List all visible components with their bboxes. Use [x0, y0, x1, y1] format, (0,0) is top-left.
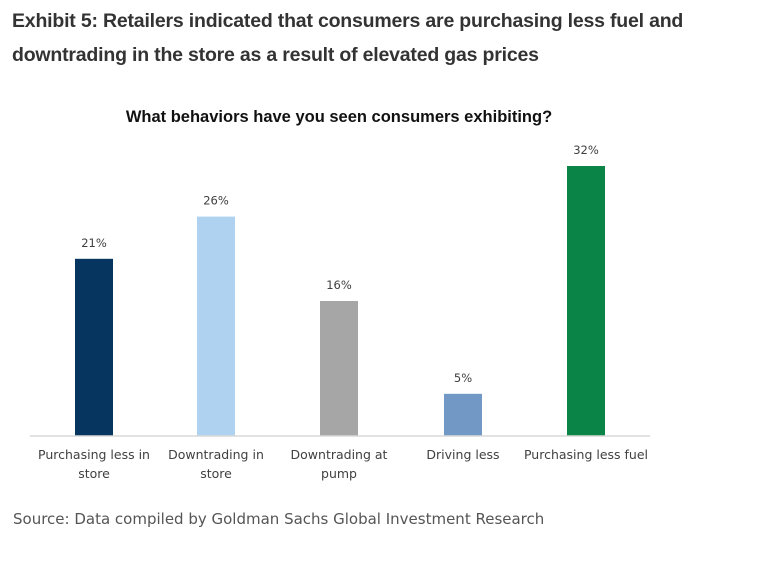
source-note: Source: Data compiled by Goldman Sachs G… [13, 510, 545, 528]
category-label-2-line2: pump [321, 466, 357, 481]
bar-0 [75, 258, 113, 436]
exhibit-title: Exhibit 5: Retailers indicated that cons… [12, 10, 684, 66]
value-label-0: 21% [81, 236, 107, 250]
bar-2 [320, 301, 358, 436]
bar-1 [197, 216, 235, 436]
category-label-0: Purchasing less in [38, 447, 150, 462]
category-label-3: Driving less [426, 447, 499, 462]
bar-3 [444, 393, 482, 436]
category-label-1-line2: store [200, 466, 232, 481]
value-label-3: 5% [454, 371, 472, 385]
category-labels-group: Purchasing less in store Downtrading in sto… [38, 447, 648, 481]
value-label-1: 26% [203, 194, 229, 208]
category-label-1: Downtrading in [168, 447, 264, 462]
bar-4 [567, 166, 605, 436]
chart-title: What behaviors have you seen consumers e… [126, 108, 552, 126]
value-label-2: 16% [326, 278, 352, 292]
value-labels-group: 21% 26% 16% 5% 32% [81, 143, 599, 385]
category-label-2: Downtrading at [291, 447, 388, 462]
category-label-0-line2: store [78, 466, 110, 481]
value-label-4: 32% [573, 143, 599, 157]
category-label-4: Purchasing less fuel [524, 447, 648, 462]
bars-group [75, 166, 605, 436]
bar-chart: What behaviors have you seen consumers e… [30, 108, 650, 481]
